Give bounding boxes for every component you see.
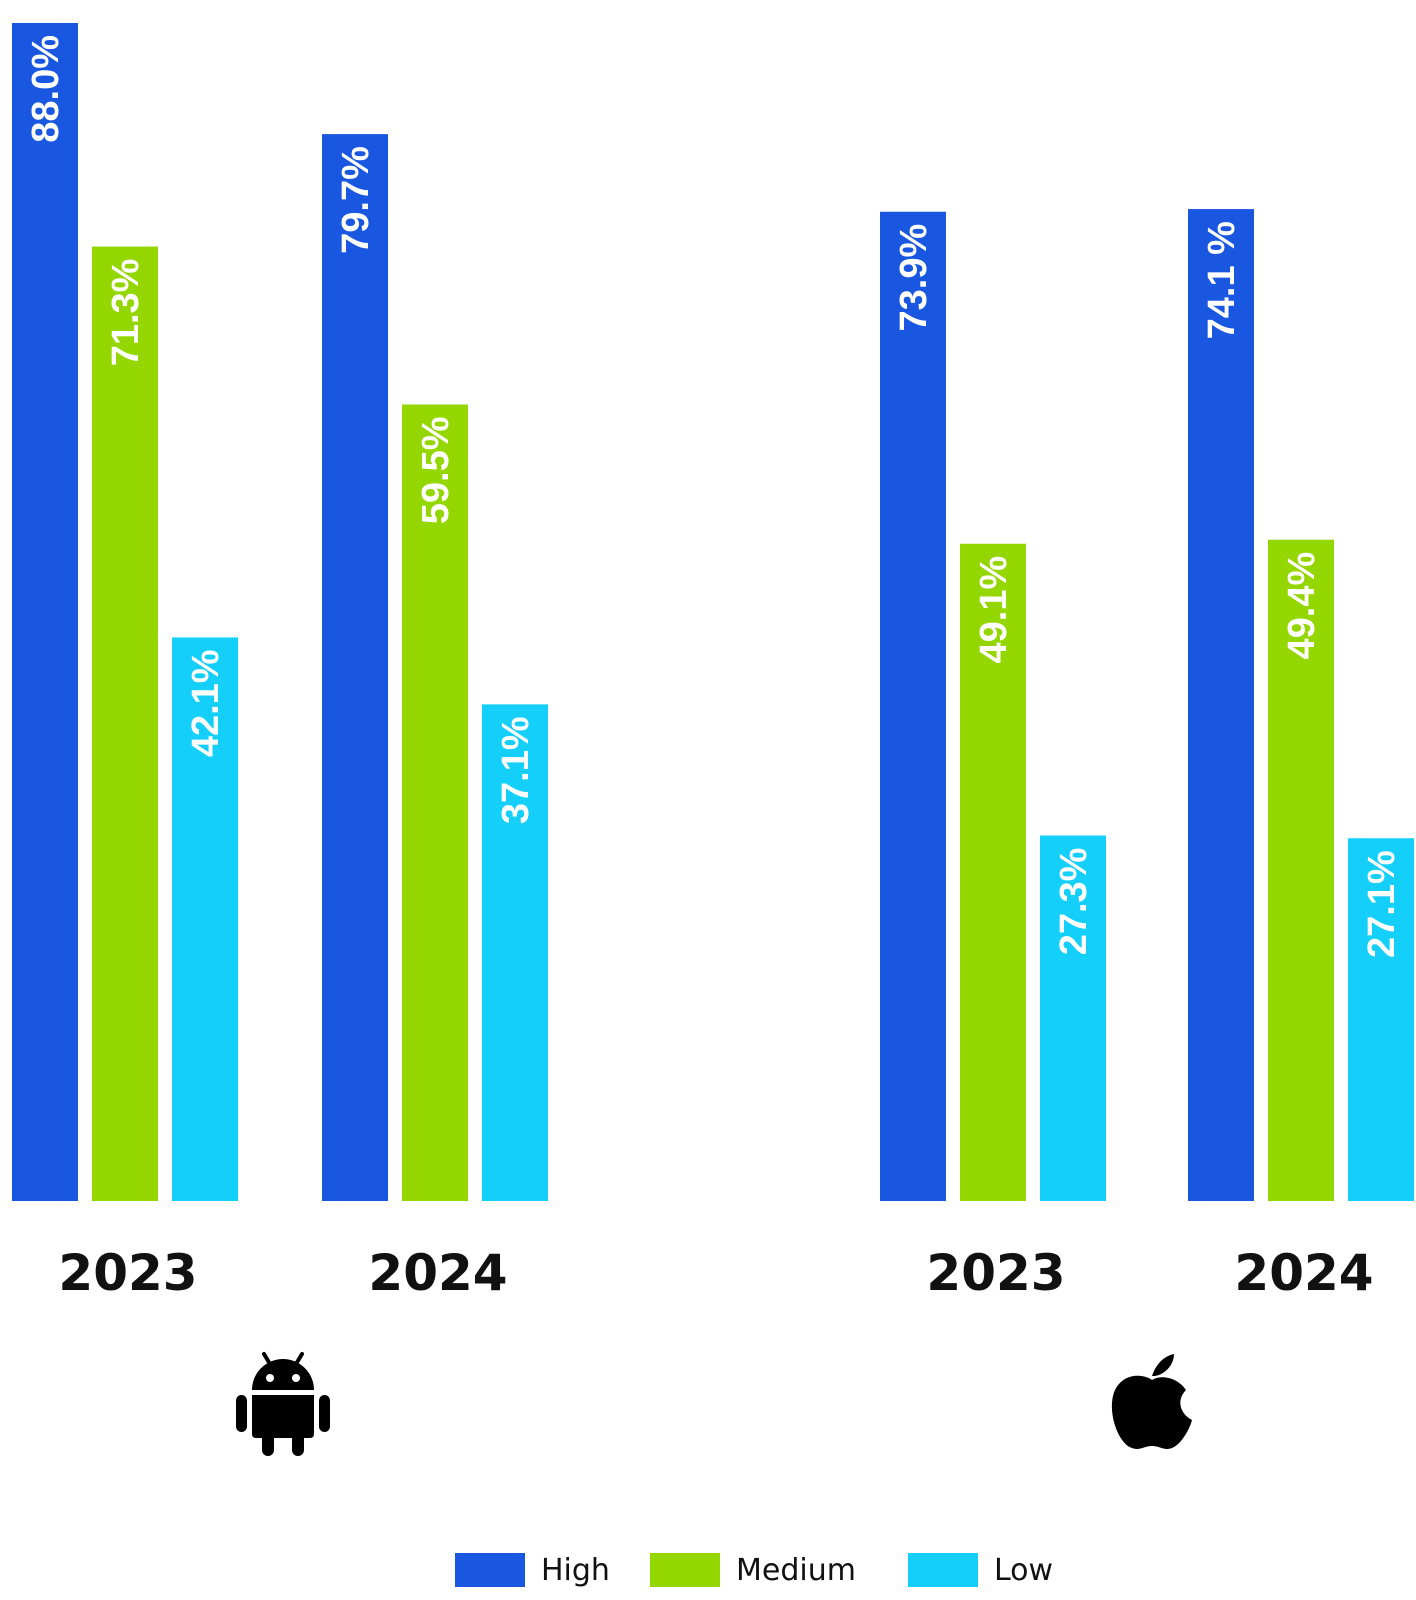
year-label: 2024 bbox=[1234, 1244, 1373, 1302]
year-label: 2024 bbox=[368, 1244, 507, 1302]
bar-high-2023-group1 bbox=[12, 23, 78, 1201]
bar-value-label: 27.3% bbox=[1053, 848, 1095, 956]
bar-low-2023-group2 bbox=[1040, 835, 1106, 1201]
bar-low-2024-group2 bbox=[1348, 838, 1414, 1201]
bar-medium-2024-group2 bbox=[1268, 539, 1334, 1201]
bar-high-2024-group1 bbox=[322, 134, 388, 1201]
bar-medium-2024-group1 bbox=[402, 404, 468, 1201]
legend-swatch-low bbox=[908, 1553, 978, 1587]
bar-value-label: 74.1 % bbox=[1201, 221, 1243, 339]
bar-high-2023-group2 bbox=[880, 211, 946, 1201]
bar-value-label: 49.1% bbox=[973, 556, 1015, 664]
bar-value-label: 79.7% bbox=[335, 146, 377, 254]
bar-medium-2023-group1 bbox=[92, 246, 158, 1202]
bar-low-2023-group1 bbox=[172, 637, 238, 1201]
legend: High Medium Low bbox=[0, 1552, 1416, 1588]
legend-swatch-medium bbox=[650, 1553, 720, 1587]
legend-swatch-high bbox=[455, 1553, 525, 1587]
legend-label-low: Low bbox=[994, 1552, 1054, 1588]
legend-label-high: High bbox=[541, 1552, 610, 1588]
bar-value-label: 27.1% bbox=[1361, 850, 1403, 958]
bar-medium-2023-group2 bbox=[960, 543, 1026, 1201]
bar-chart: 88.0% 71.3% 42.1% 2023 79.7% 59.5% 37.1% 2024 73… bbox=[12, 23, 1414, 1302]
bar-high-2024-group2 bbox=[1188, 209, 1254, 1202]
bar-value-label: 49.4% bbox=[1281, 552, 1323, 660]
bar-value-label: 73.9% bbox=[893, 224, 935, 332]
bar-low-2024-group1 bbox=[482, 704, 548, 1201]
bar-value-label: 88.0% bbox=[25, 35, 67, 143]
legend-item-medium: Medium bbox=[650, 1552, 856, 1588]
bar-value-label: 71.3% bbox=[105, 259, 147, 367]
year-label: 2023 bbox=[58, 1244, 197, 1302]
bar-value-label: 59.5% bbox=[415, 417, 457, 525]
android-icon bbox=[236, 1352, 330, 1456]
bar-value-label: 42.1% bbox=[185, 649, 227, 757]
apple-icon bbox=[1111, 1354, 1192, 1449]
legend-item-low: Low bbox=[908, 1552, 1054, 1588]
legend-label-medium: Medium bbox=[736, 1552, 856, 1588]
legend-item-high: High bbox=[455, 1552, 610, 1588]
year-label: 2023 bbox=[926, 1244, 1065, 1302]
bar-value-label: 37.1% bbox=[495, 716, 537, 824]
